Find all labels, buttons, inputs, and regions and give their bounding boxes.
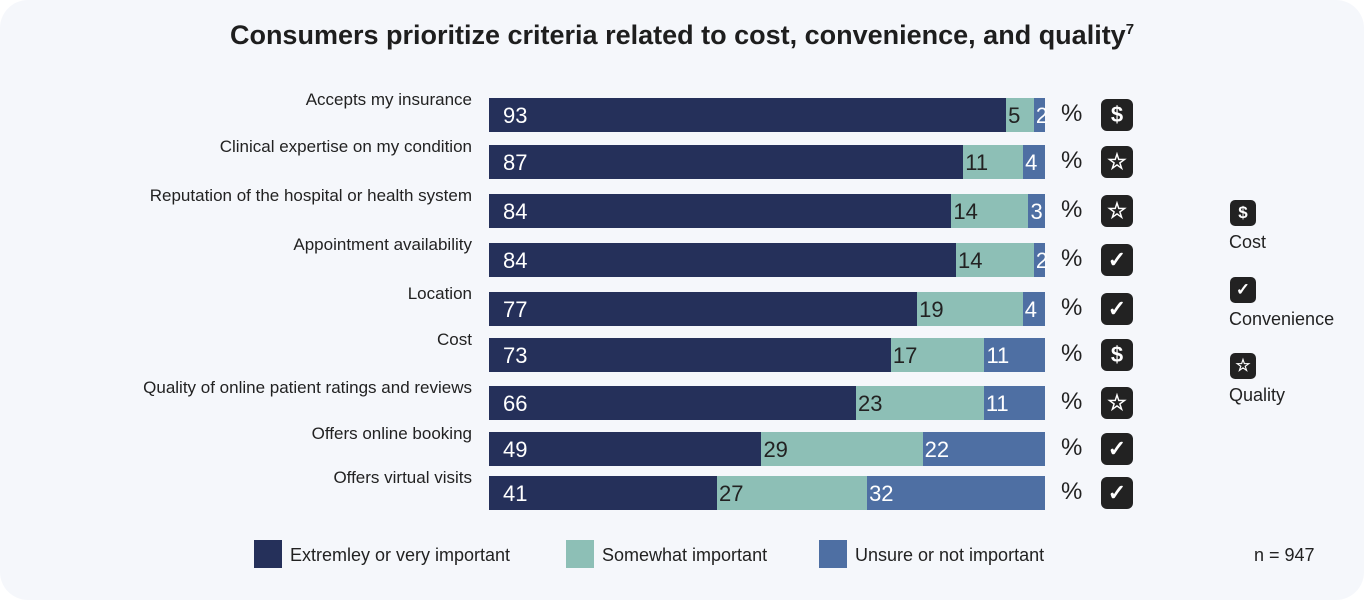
category-label: Appointment availability xyxy=(293,235,472,254)
chart-title: Consumers prioritize criteria related to… xyxy=(229,20,1135,50)
bar-segment: 23 xyxy=(855,386,984,420)
stacked-bar: 77 19 4 xyxy=(489,292,1045,326)
category-label: Offers virtual visits xyxy=(333,468,472,487)
star-icon: ☆ xyxy=(1101,387,1133,419)
check-icon: ✓ xyxy=(1101,477,1133,509)
category-label: Cost xyxy=(437,330,472,349)
stacked-bar: 41 27 32 xyxy=(489,476,1045,510)
bar-segment: 22 xyxy=(922,432,1045,466)
legend-label: Unsure or not important xyxy=(855,545,1045,565)
bar-segment: 49 xyxy=(489,432,762,466)
bar-segment: 66 xyxy=(489,386,856,420)
legend-swatch xyxy=(566,540,594,568)
bar-row: Offers virtual visits 41 27 32% ✓ xyxy=(0,468,1364,510)
star-icon: ☆ xyxy=(1101,195,1133,227)
bar-segment: 2 xyxy=(1033,98,1048,132)
sample-size-note: n = 947 xyxy=(1254,545,1315,565)
bar-segment: 73 xyxy=(489,338,891,372)
unit-label: % xyxy=(1061,434,1083,461)
stacked-bar: 49 29 22 xyxy=(489,432,1045,466)
dollar-icon: $ xyxy=(1101,99,1133,131)
stacked-bar: 73 17 11 xyxy=(489,338,1045,372)
bar-segment: 93 xyxy=(489,98,1007,132)
star-icon: ☆ xyxy=(1230,353,1256,379)
bar-segment: 4 xyxy=(1022,292,1045,326)
bar-segment: 77 xyxy=(489,292,918,326)
unit-label: % xyxy=(1061,388,1083,415)
legend-swatch xyxy=(254,540,282,568)
category-label: Reputation of the hospital or health sys… xyxy=(149,186,472,205)
bar-segment: 84 xyxy=(489,243,957,277)
bar-row: Cost 73 17 11% $ xyxy=(0,330,1364,372)
bar-row: Reputation of the hospital or health sys… xyxy=(0,186,1364,228)
dollar-icon: $ xyxy=(1101,339,1133,371)
bar-segment: 84 xyxy=(489,194,952,228)
icon-legend-label: Quality xyxy=(1229,385,1286,405)
bar-row: Appointment availability 84 14 2% ✓ xyxy=(0,235,1364,277)
check-icon: ✓ xyxy=(1101,293,1133,325)
bar-segment: 17 xyxy=(890,338,985,372)
bar-row: Location 77 19 4% ✓ xyxy=(0,284,1364,326)
unit-label: % xyxy=(1061,147,1083,174)
bar-row: Accepts my insurance 93 5 2% $ xyxy=(0,90,1364,132)
icon-legend-label: Cost xyxy=(1229,232,1267,252)
stacked-bar: 93 5 2 xyxy=(489,98,1048,132)
unit-label: % xyxy=(1061,340,1083,367)
bar-segment: 5 xyxy=(1006,98,1034,132)
stacked-bar: 84 14 3 xyxy=(489,194,1045,228)
bar-segment: 11 xyxy=(984,338,1045,372)
star-icon: ☆ xyxy=(1101,146,1133,178)
category-label: Clinical expertise on my condition xyxy=(219,137,472,156)
bar-row: Offers online booking 49 29 22% ✓ xyxy=(0,424,1364,466)
category-label: Accepts my insurance xyxy=(305,90,472,109)
bar-segment: 87 xyxy=(489,145,964,179)
unit-label: % xyxy=(1061,478,1083,505)
stacked-bar: 87 11 4 xyxy=(489,145,1045,179)
category-label: Offers online booking xyxy=(311,424,472,443)
bar-row: Quality of online patient ratings and re… xyxy=(0,378,1364,420)
bar-segment: 41 xyxy=(489,476,717,510)
stacked-bar: 66 23 11 xyxy=(489,386,1045,420)
bar-segment: 3 xyxy=(1028,194,1045,228)
stacked-bar: 84 14 2 xyxy=(489,243,1048,277)
check-icon: ✓ xyxy=(1101,433,1133,465)
bar-segment: 4 xyxy=(1023,145,1045,179)
icon-legend-label: Convenience xyxy=(1229,309,1335,329)
unit-label: % xyxy=(1061,196,1083,223)
category-label: Location xyxy=(407,284,472,303)
bar-segment: 11 xyxy=(963,145,1024,179)
category-label: Quality of online patient ratings and re… xyxy=(143,378,472,397)
bar-segment: 2 xyxy=(1033,243,1048,277)
bar-segment: 27 xyxy=(716,476,868,510)
unit-label: % xyxy=(1061,294,1083,321)
bar-segment: 29 xyxy=(761,432,923,466)
bar-segment: 32 xyxy=(867,476,1045,510)
bar-segment: 11 xyxy=(983,386,1045,420)
legend-swatch xyxy=(819,540,847,568)
legend-label: Somewhat important xyxy=(602,545,768,565)
legend-label: Extremley or very important xyxy=(290,545,511,565)
dollar-icon: $ xyxy=(1230,200,1256,226)
bar-segment: 14 xyxy=(951,194,1029,228)
bar-segment: 14 xyxy=(956,243,1034,277)
check-icon: ✓ xyxy=(1230,277,1256,303)
bar-row: Clinical expertise on my condition 87 11 4%… xyxy=(0,137,1364,179)
unit-label: % xyxy=(1061,100,1083,127)
bar-segment: 19 xyxy=(917,292,1023,326)
unit-label: % xyxy=(1061,245,1083,272)
check-icon: ✓ xyxy=(1101,244,1133,276)
